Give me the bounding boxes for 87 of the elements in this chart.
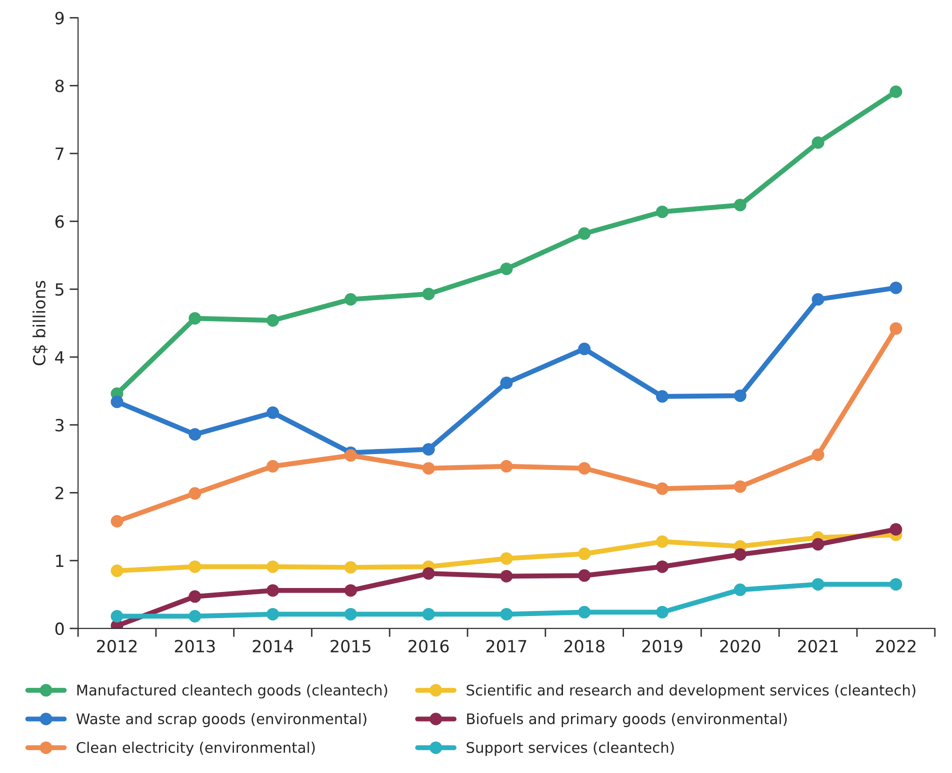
point xyxy=(422,462,435,475)
point xyxy=(188,560,202,573)
point xyxy=(656,482,668,495)
y-tick-label: 4 xyxy=(55,351,64,364)
x-tick-label: 2016 xyxy=(408,640,449,652)
y-tick-label: 1 xyxy=(56,554,64,567)
point xyxy=(422,567,435,580)
y-tick-label: 6 xyxy=(55,215,64,228)
y-tick-label: 3 xyxy=(56,418,64,432)
point xyxy=(578,462,591,475)
point xyxy=(656,535,668,548)
point xyxy=(812,538,824,551)
point xyxy=(110,610,124,622)
point xyxy=(734,198,746,212)
point xyxy=(500,608,513,620)
point xyxy=(812,578,824,591)
point xyxy=(812,136,824,149)
point xyxy=(188,428,202,441)
point xyxy=(344,608,357,620)
point xyxy=(734,548,746,561)
point xyxy=(110,514,124,528)
point xyxy=(110,564,124,578)
point xyxy=(734,584,746,596)
x-tick-label: 2021 xyxy=(798,640,838,652)
x-tick-label: 2020 xyxy=(720,640,760,652)
point xyxy=(422,443,435,456)
point xyxy=(890,85,902,98)
point xyxy=(578,548,591,560)
point xyxy=(344,561,357,574)
point xyxy=(344,584,357,597)
x-tick-label: 2018 xyxy=(564,640,604,652)
point xyxy=(734,389,746,402)
legend-label: Manufactured cleantech goods (cleantech) xyxy=(77,684,388,698)
point xyxy=(500,570,513,582)
y-tick-label: 7 xyxy=(56,148,64,160)
point xyxy=(656,206,668,218)
point xyxy=(890,282,902,294)
point xyxy=(812,448,824,461)
point xyxy=(422,288,435,300)
point xyxy=(890,322,902,335)
point xyxy=(500,376,513,390)
point xyxy=(188,590,202,603)
legend-label: Scientific and research and development services (cleantech) xyxy=(466,684,916,698)
point xyxy=(266,584,280,597)
point xyxy=(500,262,513,276)
x-tick-label: 2022 xyxy=(876,640,916,652)
y-tick-label: 2 xyxy=(55,486,64,500)
y-tick-label: 9 xyxy=(55,12,64,24)
point xyxy=(500,460,513,473)
point xyxy=(578,227,591,240)
y-tick-label: 5 xyxy=(56,283,64,296)
point xyxy=(266,608,280,620)
y-tick-label: 8 xyxy=(55,80,64,92)
x-tick-label: 2015 xyxy=(330,640,370,652)
point xyxy=(422,608,435,620)
legend-label: Clean electricity (environmental) xyxy=(76,742,315,756)
x-tick-label: 2017 xyxy=(486,640,526,652)
point xyxy=(266,460,280,473)
point xyxy=(344,293,357,306)
x-tick-label: 2013 xyxy=(174,640,215,652)
point xyxy=(188,610,202,622)
point xyxy=(578,342,591,356)
point xyxy=(890,578,902,591)
point xyxy=(500,552,513,565)
y-axis-title: C$ billions xyxy=(32,280,48,366)
point xyxy=(734,480,746,493)
y-tick-label: 0 xyxy=(55,622,64,636)
point xyxy=(188,312,202,325)
x-tick-label: 2019 xyxy=(642,640,682,652)
point xyxy=(188,487,202,500)
point xyxy=(578,569,591,582)
x-tick-label: 2012 xyxy=(97,640,137,652)
point xyxy=(266,314,280,327)
legend-label: Support services (cleantech) xyxy=(466,742,674,756)
point xyxy=(656,560,668,573)
point xyxy=(890,523,902,536)
point xyxy=(578,606,591,618)
legend-label: Biofuels and primary goods (environmental) xyxy=(467,713,787,728)
point xyxy=(812,293,824,306)
point xyxy=(344,449,357,462)
point xyxy=(266,560,280,573)
point xyxy=(110,396,124,408)
point xyxy=(656,390,668,403)
x-tick-label: 2014 xyxy=(252,640,294,652)
point xyxy=(656,606,668,618)
legend-label: Waste and scrap goods (environmental) xyxy=(76,713,366,728)
point xyxy=(266,406,280,419)
